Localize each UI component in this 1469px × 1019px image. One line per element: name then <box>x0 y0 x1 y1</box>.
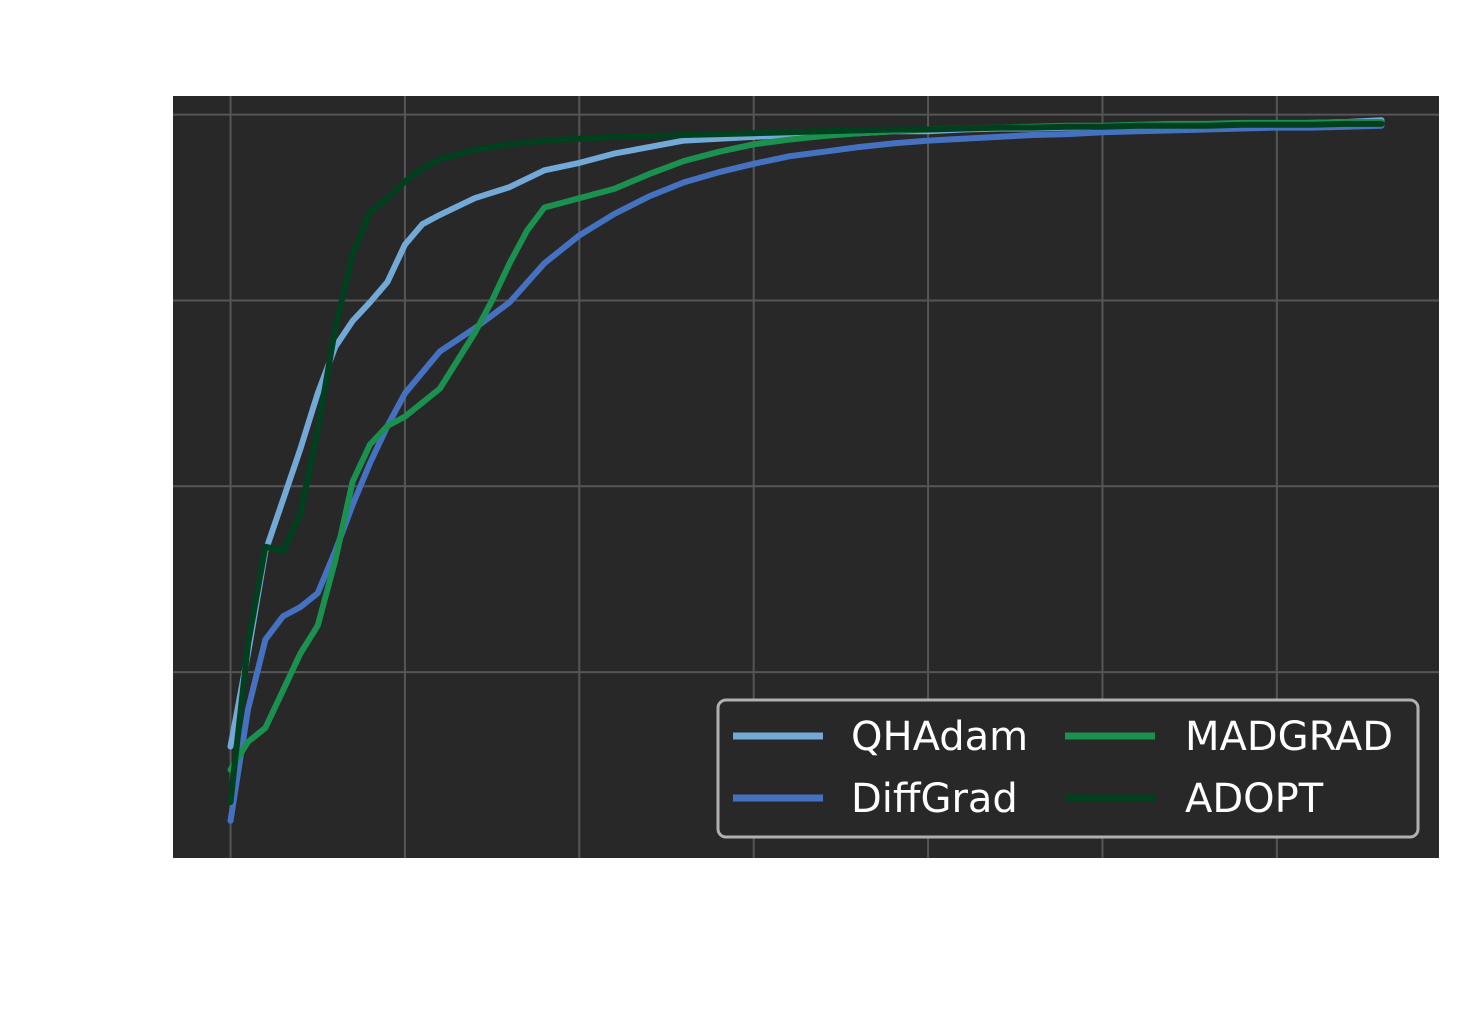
legend-label-diffgrad: DiffGrad <box>851 776 1018 822</box>
grid-lines <box>173 96 1439 858</box>
legend-frame <box>716 698 1420 839</box>
legend-label-madgrad: MADGRAD <box>1185 714 1393 760</box>
series-line-adopt <box>227 120 1385 806</box>
legend: QHAdam DiffGrad MADGRAD ADOPT <box>716 698 1420 839</box>
series-lines <box>227 117 1385 824</box>
legend-label-qhadam: QHAdam <box>851 714 1028 760</box>
legend-label-adopt: ADOPT <box>1185 776 1324 822</box>
